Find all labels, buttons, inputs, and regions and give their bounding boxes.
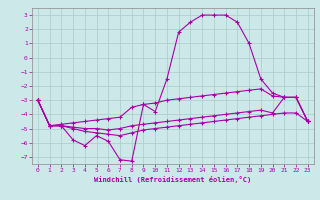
- X-axis label: Windchill (Refroidissement éolien,°C): Windchill (Refroidissement éolien,°C): [94, 176, 252, 183]
